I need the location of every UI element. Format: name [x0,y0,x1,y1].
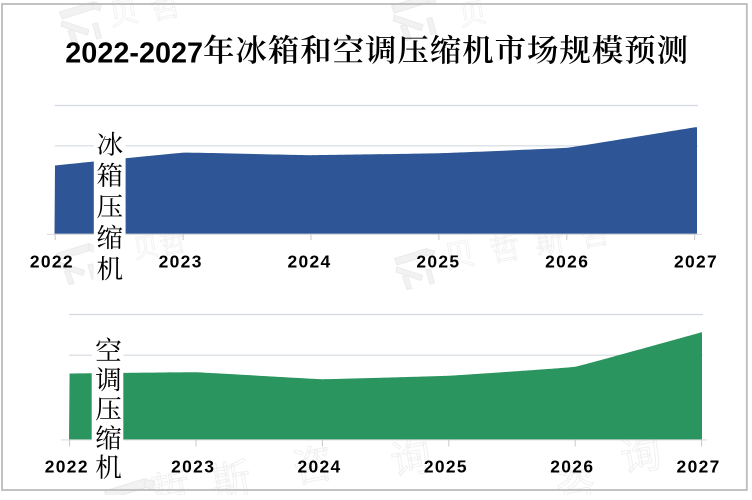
svg-text:2026: 2026 [545,252,589,272]
svg-text:2024: 2024 [297,456,341,476]
svg-text:2024: 2024 [287,252,331,272]
svg-text:2023: 2023 [171,456,215,476]
svg-text:2025: 2025 [424,456,468,476]
svg-text:2022: 2022 [30,252,74,272]
svg-text:2026: 2026 [550,456,594,476]
svg-text:2022-2027: 2022-2027 [65,37,203,69]
svg-text:2023: 2023 [159,252,203,272]
svg-text:2027: 2027 [677,456,721,476]
svg-text:2022: 2022 [45,456,89,476]
svg-text:2025: 2025 [416,252,460,272]
svg-text:2027: 2027 [674,252,718,272]
